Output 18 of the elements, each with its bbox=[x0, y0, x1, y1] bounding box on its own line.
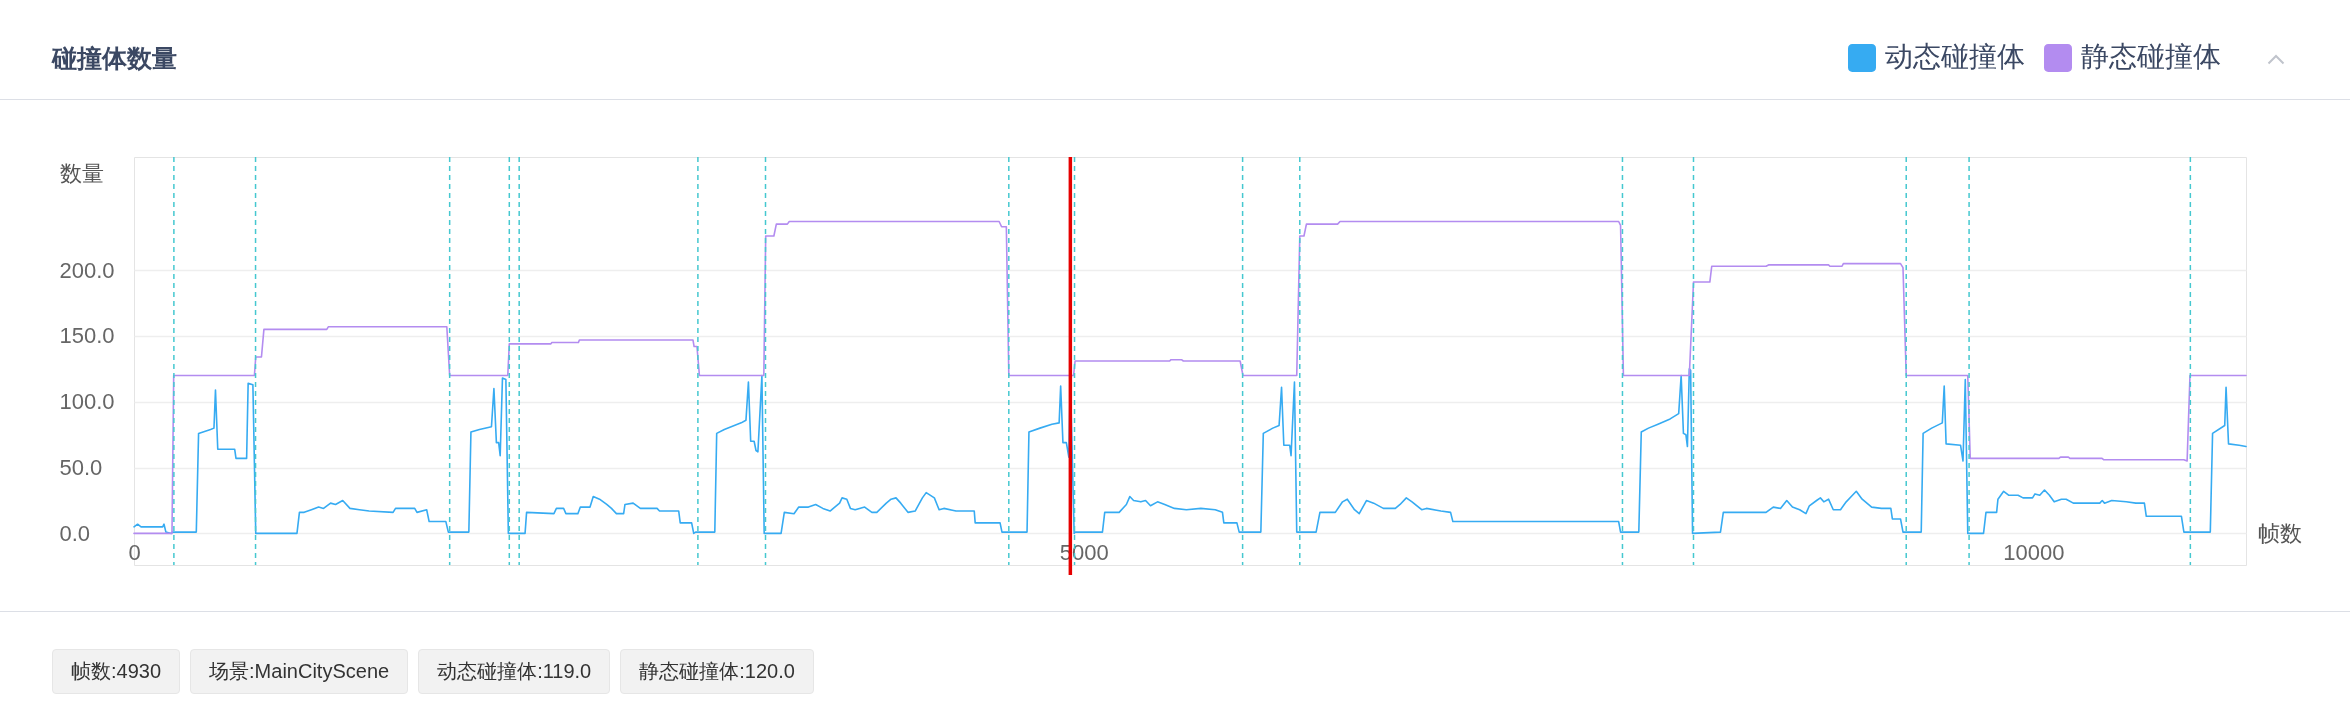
y-axis-title: 数量 bbox=[59, 160, 104, 186]
y-tick-label: 0.0 bbox=[59, 520, 91, 546]
text: 静态碰撞体:120.0 bbox=[620, 649, 814, 694]
x-tick-label: 10000 bbox=[2003, 539, 2065, 565]
y-tick-label: 100.0 bbox=[59, 389, 115, 415]
y-tick-label: 50.0 bbox=[59, 455, 103, 481]
x-axis-title: 帧数 bbox=[2257, 520, 2302, 546]
text: 动态碰撞体:119.0 bbox=[418, 649, 611, 694]
line-series bbox=[133, 368, 2247, 535]
text: 帧数:4930 bbox=[52, 649, 181, 694]
line-series bbox=[133, 220, 2247, 535]
legend-label: 动态碰撞体 bbox=[1885, 41, 2025, 72]
x-tick-label: 0 bbox=[128, 539, 141, 565]
legend-label: 静态碰撞体 bbox=[2081, 41, 2221, 72]
chart-title: 碰撞体数量 bbox=[52, 44, 177, 72]
text: 场景:MainCityScene bbox=[190, 649, 409, 694]
y-tick-label: 150.0 bbox=[59, 323, 115, 349]
y-tick-label: 200.0 bbox=[59, 257, 115, 283]
